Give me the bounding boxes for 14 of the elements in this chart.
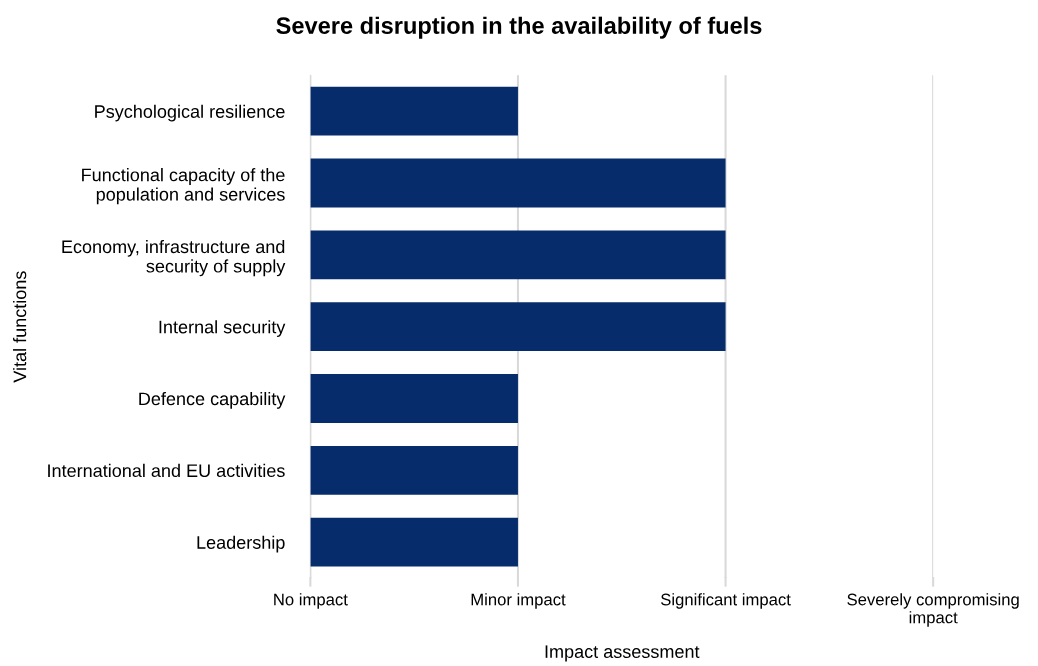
y-tick-label: International and EU activities [48, 463, 285, 478]
y-tick-label: Functional capacity of the population and services [82, 168, 285, 205]
ref-line-label: No impact [274, 593, 348, 609]
y-axis-title: Vital functions [13, 271, 27, 383]
y-tick-label: Economy, infrastructure and security of supply [62, 239, 286, 277]
ref-line-label: Significant impact [661, 593, 791, 609]
y-tick-label: Psychological resilience [95, 104, 285, 122]
ref-line-label: Severely compromising impact [847, 593, 1019, 627]
y-tick-label: Leadership [197, 535, 285, 553]
chart-title: Severe disruption in the availability of fuels [276, 16, 762, 39]
ref-line-label: Minor impact [471, 593, 566, 609]
y-tick-label: Defence capability [139, 391, 286, 409]
x-axis-title: Impact assessment [545, 645, 700, 662]
y-tick-label: Internal security [159, 320, 286, 337]
